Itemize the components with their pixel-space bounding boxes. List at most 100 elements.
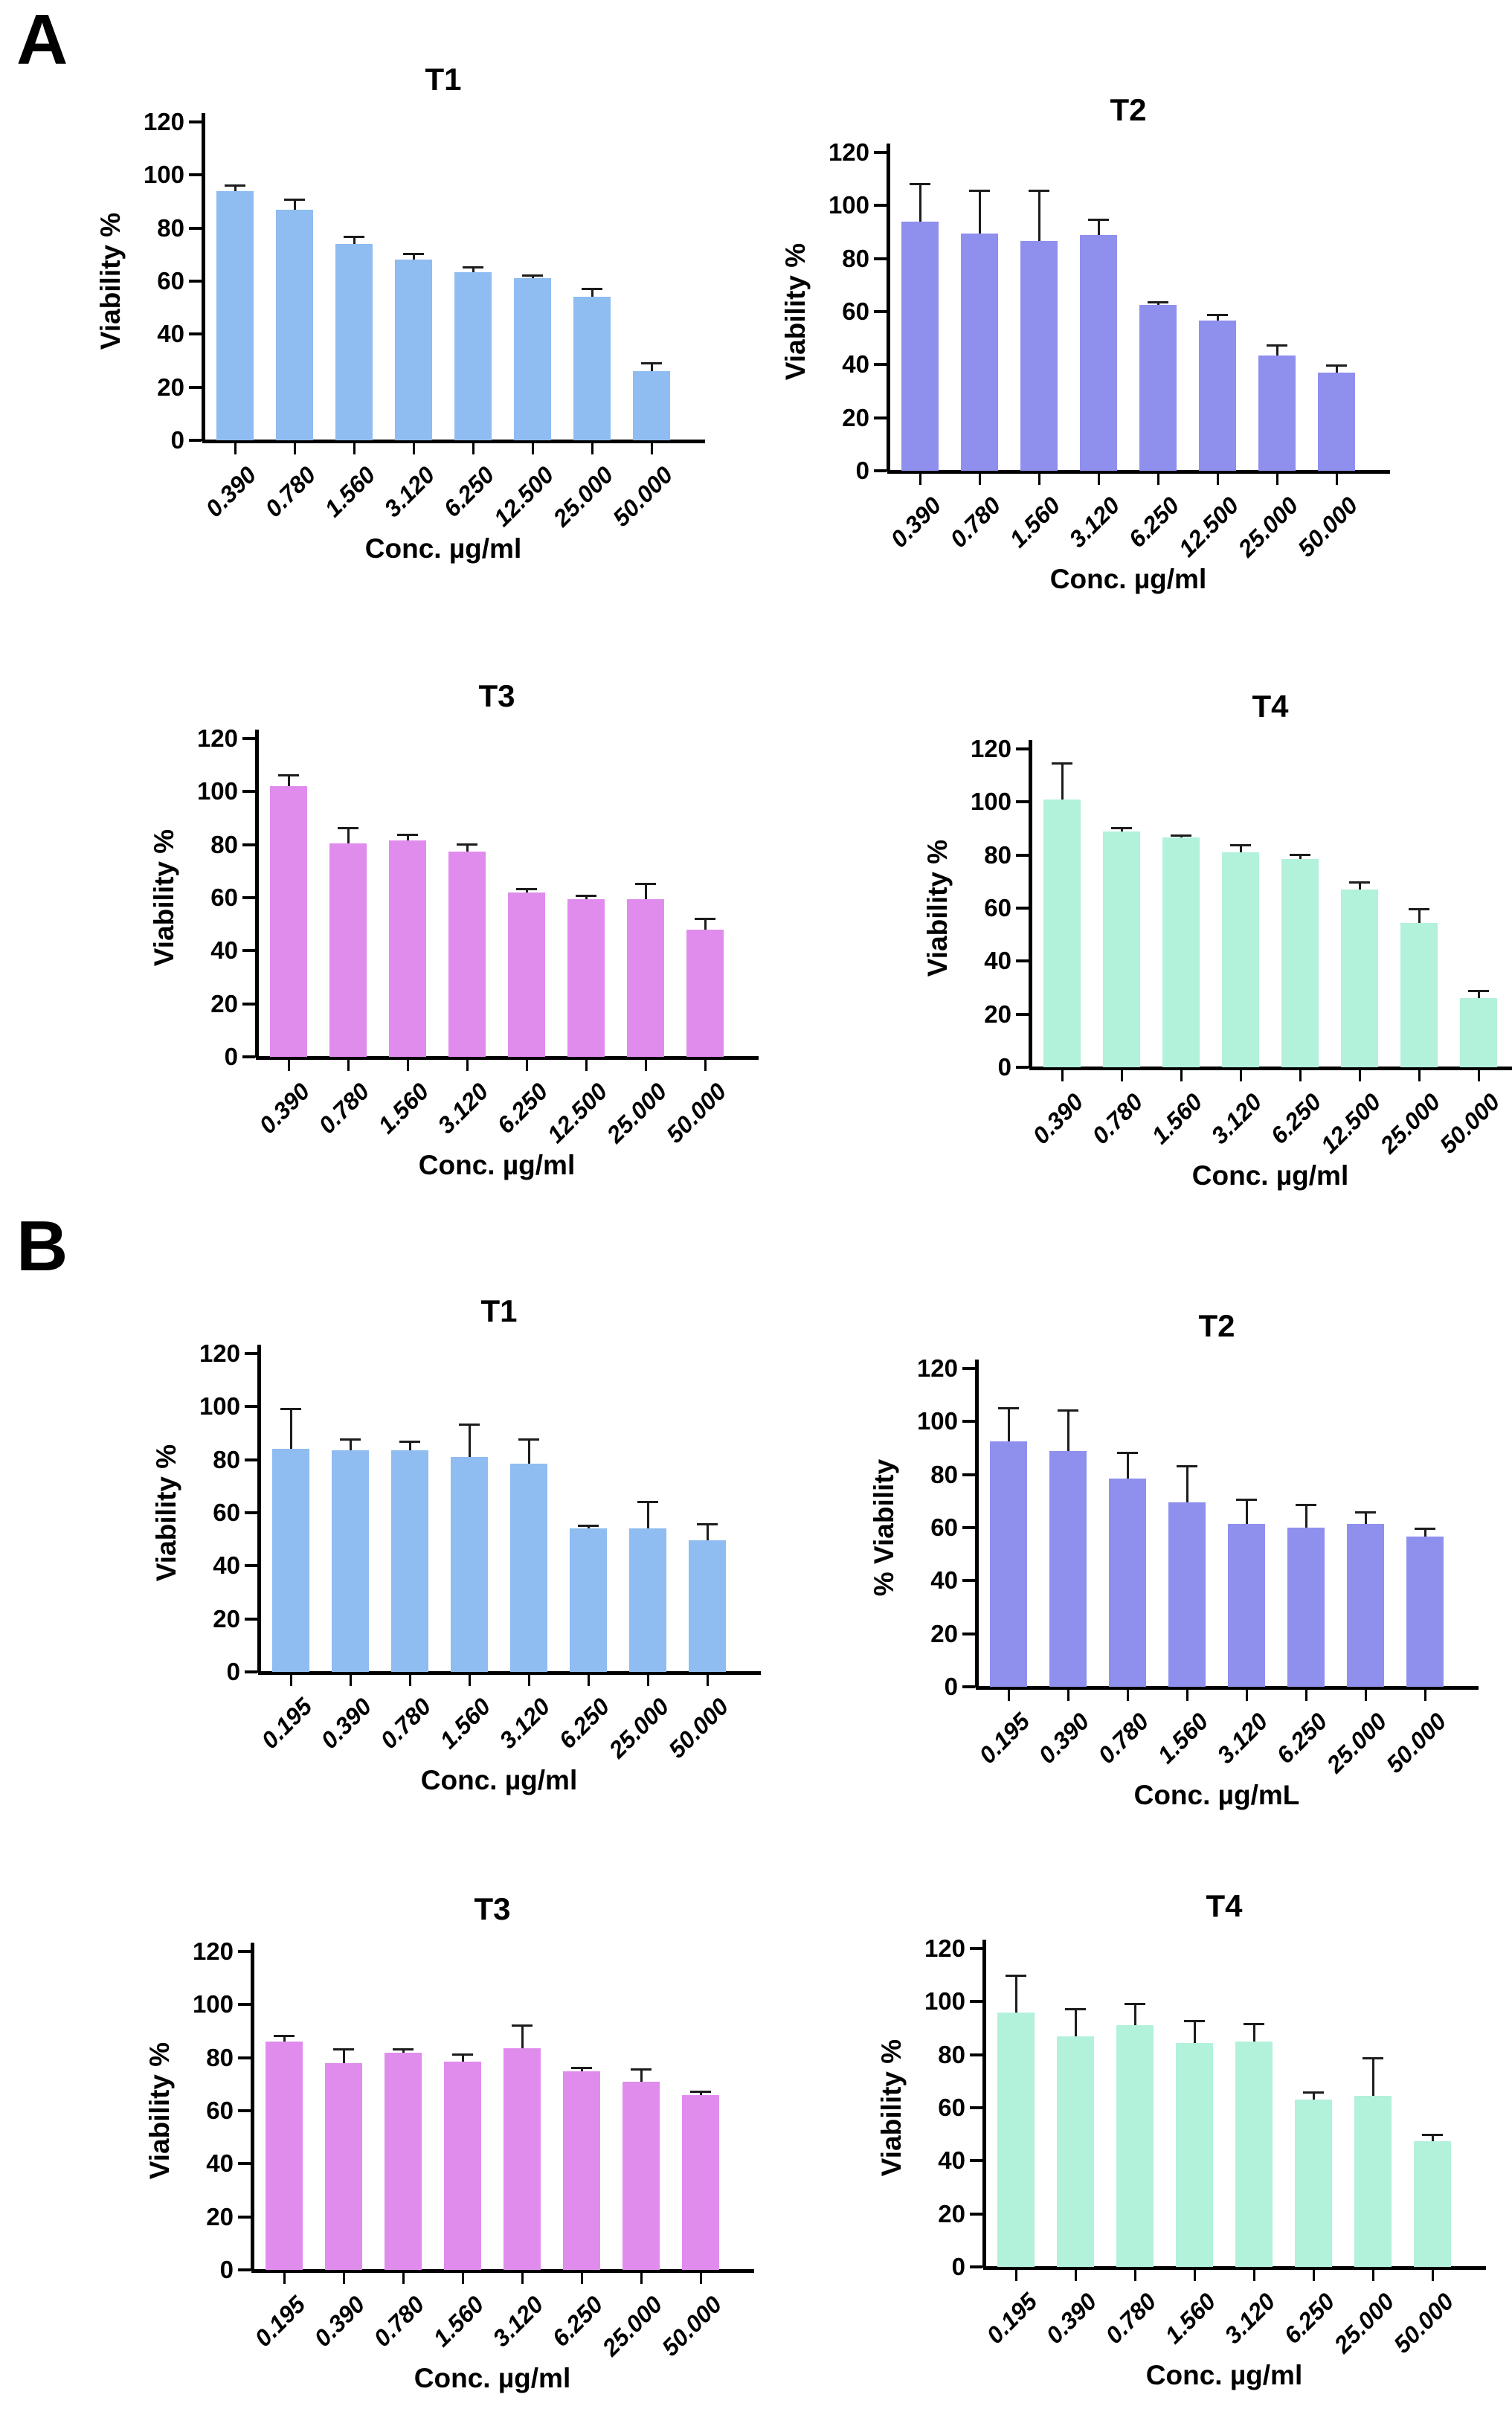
y-tick-label: 100 (828, 191, 869, 219)
x-tick-label: 0.780 (368, 2291, 430, 2352)
y-tick (1016, 907, 1029, 910)
x-tick-label: 3.120 (379, 461, 440, 523)
y-tick (242, 949, 255, 953)
bar (395, 260, 432, 440)
x-tick (1120, 1069, 1123, 1081)
bar (1139, 305, 1177, 471)
x-tick-label: 3.120 (1206, 1088, 1267, 1150)
error-bar-cap (571, 2066, 592, 2069)
x-tick-label: 3.120 (1212, 1708, 1273, 1769)
x-tick-label: 0.780 (313, 1078, 375, 1139)
error-bar-cap (637, 1500, 658, 1503)
error-bar-line (1358, 883, 1361, 890)
x-tick-label: 25.000 (1328, 2288, 1400, 2358)
error-bar-line (706, 1525, 709, 1541)
x-axis-line (251, 2269, 754, 2273)
error-bar-line (1156, 302, 1159, 306)
x-axis-label: Conc. µg/ml (1049, 564, 1207, 594)
bar (990, 1441, 1027, 1687)
bar (1235, 2041, 1273, 2267)
error-bar-line (1193, 2021, 1196, 2043)
bar (276, 209, 313, 440)
y-tick (238, 2162, 251, 2166)
y-tick (242, 896, 255, 899)
error-bar-line (1216, 315, 1219, 321)
error-bar-line (1126, 1453, 1129, 1479)
y-tick-label: 40 (984, 947, 1011, 975)
y-tick (189, 280, 202, 283)
error-bar-line (978, 190, 981, 234)
plot-area: 0 20 40 60 80 100 120 0.390 0.780 1.560 3.120 6.250… (197, 725, 759, 1148)
error-bar-cap (1088, 218, 1109, 221)
bar (1318, 373, 1355, 471)
bar (1281, 859, 1319, 1067)
error-bar-cap (578, 1524, 599, 1527)
error-bar-cap (1244, 2022, 1264, 2025)
error-bar-line (461, 2055, 464, 2062)
y-tick-label: 100 (924, 1987, 965, 2016)
x-tick (1312, 2268, 1315, 2281)
error-bar-cap (338, 827, 358, 830)
bar (1176, 2042, 1213, 2267)
error-bar-cap (1029, 189, 1049, 192)
error-bar-cap (1177, 1464, 1197, 1467)
x-tick (293, 442, 296, 454)
x-tick-label: 0.195 (974, 1708, 1035, 1769)
bar (1057, 2036, 1094, 2267)
bar (1258, 355, 1296, 471)
y-tick-label: 60 (157, 267, 184, 295)
error-bar-cap (969, 189, 990, 192)
y-tick (238, 1950, 251, 1953)
x-tick-label: 0.780 (1100, 2288, 1162, 2349)
x-tick (527, 1673, 530, 1686)
y-tick-label: 20 (984, 1000, 1011, 1028)
y-tick (238, 2109, 251, 2112)
bar (1287, 1528, 1325, 1687)
x-tick (1067, 1688, 1069, 1701)
x-tick-label: 0.390 (315, 1693, 377, 1754)
error-bar-line (640, 2069, 643, 2082)
x-tick-label: 25.000 (1374, 1088, 1446, 1159)
bar (1043, 799, 1081, 1067)
x-tick (521, 2271, 524, 2284)
x-tick (1304, 1688, 1307, 1701)
y-tick (245, 1352, 257, 1355)
x-axis-line (1029, 1067, 1512, 1070)
x-axis-line (983, 2266, 1486, 2270)
error-bar-cap (1415, 1527, 1435, 1530)
x-axis-label: Conc. µg/ml (420, 1765, 578, 1795)
x-tick (1239, 1069, 1242, 1081)
y-tick (245, 1511, 257, 1514)
bar (510, 1464, 547, 1672)
x-axis-label: Conc. µg/ml (1191, 1160, 1349, 1191)
bar (997, 2012, 1035, 2267)
error-bar-line (1007, 1408, 1010, 1442)
error-bar-cap (1355, 1511, 1376, 1514)
x-tick-label: 1.560 (428, 2291, 489, 2352)
bar (1162, 837, 1200, 1067)
error-bar-line (650, 363, 653, 372)
y-tick-label: 20 (842, 403, 869, 431)
x-tick (1252, 2268, 1255, 2281)
y-tick-label: 100 (192, 1990, 234, 2019)
bar (389, 840, 426, 1057)
bar (1295, 2100, 1332, 2267)
x-tick (1216, 472, 1219, 485)
error-bar-cap (1184, 2020, 1205, 2023)
error-bar-line (525, 890, 528, 892)
error-bar-cap (1267, 344, 1287, 347)
error-bar-cap (1236, 1498, 1257, 1501)
error-bar-line (1067, 1411, 1069, 1451)
error-bar-line (699, 2092, 702, 2095)
x-tick (525, 1058, 528, 1071)
x-tick-label: 12.500 (488, 461, 559, 532)
error-bar-cap (1422, 2134, 1443, 2137)
y-tick-label: 100 (143, 161, 184, 189)
bar (1199, 321, 1236, 471)
y-tick-label: 80 (206, 2043, 234, 2071)
y-tick (242, 790, 255, 794)
x-tick-label: 25.000 (596, 2291, 668, 2361)
x-tick (408, 1673, 411, 1686)
bar (1354, 2095, 1392, 2267)
error-bar-line (531, 275, 534, 279)
